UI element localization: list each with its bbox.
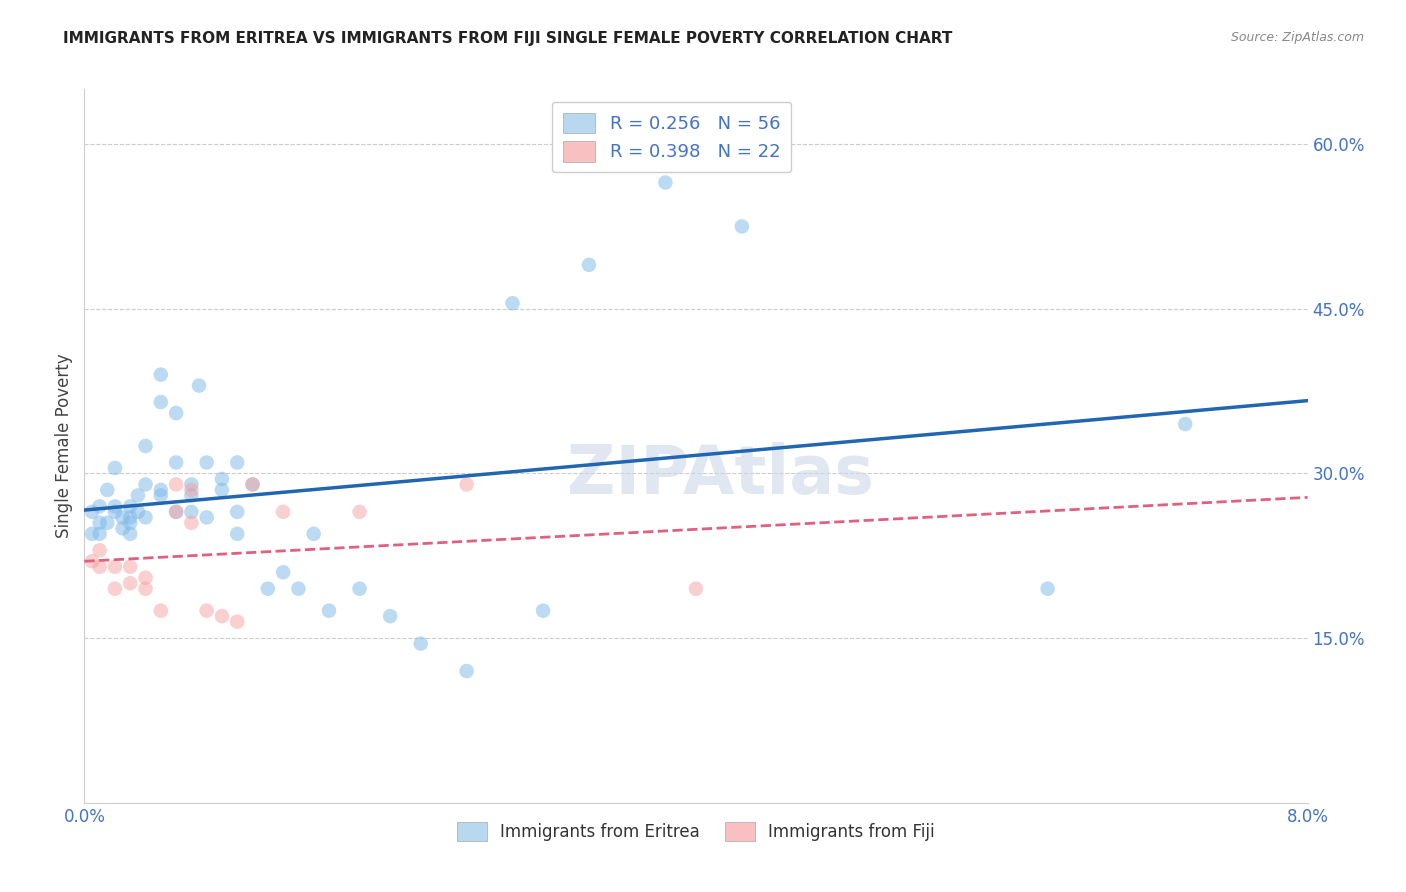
Point xyxy=(271,566,294,580)
Point xyxy=(195,510,218,524)
Point xyxy=(165,477,187,491)
Point xyxy=(165,455,187,469)
Point xyxy=(96,516,118,530)
Point xyxy=(226,615,249,629)
Point xyxy=(188,378,211,392)
Point xyxy=(1174,417,1197,431)
Point xyxy=(149,368,172,382)
Point xyxy=(349,582,371,596)
Point xyxy=(149,483,172,497)
Point xyxy=(165,505,187,519)
Point xyxy=(120,526,142,541)
Point xyxy=(257,582,280,596)
Point xyxy=(242,477,264,491)
Point xyxy=(271,505,294,519)
Y-axis label: Single Female Poverty: Single Female Poverty xyxy=(55,354,73,538)
Point xyxy=(211,609,233,624)
Point xyxy=(80,526,103,541)
Point xyxy=(578,258,600,272)
Point xyxy=(502,296,524,310)
Point xyxy=(195,604,218,618)
Point xyxy=(456,664,478,678)
Point xyxy=(149,604,172,618)
Point xyxy=(456,477,478,491)
Point xyxy=(80,505,103,519)
Point xyxy=(654,176,676,190)
Point xyxy=(127,488,149,502)
Point xyxy=(111,510,134,524)
Point xyxy=(180,516,202,530)
Point xyxy=(120,516,142,530)
Text: Source: ZipAtlas.com: Source: ZipAtlas.com xyxy=(1230,31,1364,45)
Point xyxy=(180,488,202,502)
Point xyxy=(195,455,218,469)
Point xyxy=(135,582,157,596)
Point xyxy=(226,526,249,541)
Point xyxy=(120,576,142,591)
Point xyxy=(685,582,707,596)
Point xyxy=(104,559,127,574)
Point xyxy=(211,472,233,486)
Point xyxy=(211,483,233,497)
Point xyxy=(135,477,157,491)
Point xyxy=(242,477,264,491)
Point xyxy=(80,554,103,568)
Point xyxy=(135,439,157,453)
Point xyxy=(127,505,149,519)
Point xyxy=(135,571,157,585)
Point xyxy=(104,505,127,519)
Point xyxy=(165,505,187,519)
Point xyxy=(380,609,402,624)
Point xyxy=(165,406,187,420)
Point xyxy=(731,219,754,234)
Point xyxy=(287,582,309,596)
Point xyxy=(104,461,127,475)
Point xyxy=(531,604,554,618)
Point xyxy=(180,483,202,497)
Text: IMMIGRANTS FROM ERITREA VS IMMIGRANTS FROM FIJI SINGLE FEMALE POVERTY CORRELATIO: IMMIGRANTS FROM ERITREA VS IMMIGRANTS FR… xyxy=(63,31,953,46)
Point xyxy=(89,526,111,541)
Point xyxy=(180,505,202,519)
Point xyxy=(149,395,172,409)
Point xyxy=(104,582,127,596)
Point xyxy=(409,637,432,651)
Point xyxy=(1036,582,1059,596)
Point xyxy=(318,604,340,618)
Point xyxy=(89,516,111,530)
Point xyxy=(226,455,249,469)
Point xyxy=(226,505,249,519)
Point xyxy=(149,488,172,502)
Point xyxy=(180,477,202,491)
Point xyxy=(111,521,134,535)
Point xyxy=(89,500,111,514)
Point xyxy=(120,510,142,524)
Point xyxy=(96,483,118,497)
Point xyxy=(120,559,142,574)
Legend: Immigrants from Eritrea, Immigrants from Fiji: Immigrants from Eritrea, Immigrants from… xyxy=(450,815,942,848)
Point xyxy=(120,500,142,514)
Text: ZIPAtlas: ZIPAtlas xyxy=(567,442,875,508)
Point xyxy=(135,510,157,524)
Point xyxy=(302,526,325,541)
Point xyxy=(89,559,111,574)
Point xyxy=(89,543,111,558)
Point xyxy=(349,505,371,519)
Point xyxy=(104,500,127,514)
